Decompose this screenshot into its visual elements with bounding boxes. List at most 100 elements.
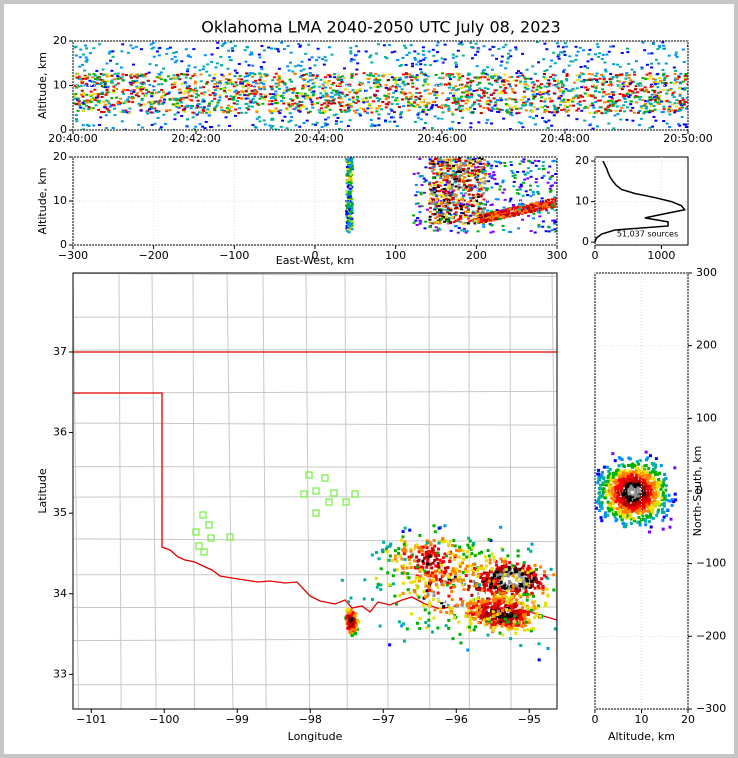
density-cell bbox=[454, 219, 458, 222]
density-cell bbox=[594, 87, 598, 90]
density-cell bbox=[321, 87, 325, 90]
density-cell bbox=[246, 94, 250, 97]
density-cell bbox=[263, 123, 267, 126]
density-cell bbox=[415, 74, 419, 77]
density-cell bbox=[183, 90, 187, 93]
density-cell bbox=[464, 192, 468, 195]
density-cell bbox=[227, 108, 231, 111]
density-cell bbox=[529, 77, 533, 80]
density-cell bbox=[526, 84, 530, 87]
density-cell bbox=[378, 104, 382, 107]
density-cell bbox=[507, 83, 511, 86]
density-cell bbox=[479, 187, 483, 190]
density-cell bbox=[254, 126, 258, 129]
density-cell bbox=[488, 82, 492, 85]
density-cell bbox=[134, 94, 138, 97]
density-cell bbox=[664, 62, 668, 65]
density-cell bbox=[184, 105, 188, 108]
density-cell bbox=[553, 201, 557, 204]
density-cell bbox=[591, 73, 595, 76]
density-cell bbox=[683, 101, 687, 104]
density-cell bbox=[368, 56, 372, 59]
density-cell bbox=[337, 94, 341, 97]
density-cell bbox=[326, 104, 330, 107]
density-cell bbox=[564, 128, 568, 130]
density-cell bbox=[199, 86, 203, 89]
density-cell bbox=[575, 54, 579, 57]
density-cell bbox=[609, 96, 613, 99]
density-cell bbox=[423, 227, 427, 230]
density-cell bbox=[247, 108, 251, 111]
density-cell bbox=[94, 104, 98, 107]
density-cell bbox=[501, 191, 505, 194]
density-cell bbox=[535, 88, 539, 91]
density-cell bbox=[506, 80, 510, 83]
density-cell bbox=[487, 173, 491, 176]
density-cell bbox=[450, 176, 454, 179]
density-cell bbox=[427, 102, 431, 105]
density-cell bbox=[251, 75, 255, 78]
density-cell bbox=[510, 169, 514, 172]
density-cell bbox=[662, 88, 666, 91]
density-cell bbox=[204, 120, 208, 123]
density-cell bbox=[523, 211, 527, 214]
density-cell bbox=[625, 92, 629, 95]
density-cell bbox=[435, 211, 439, 214]
density-cell bbox=[348, 176, 352, 179]
density-cell bbox=[331, 89, 335, 92]
density-cell bbox=[185, 87, 189, 90]
density-cell bbox=[453, 92, 457, 95]
density-cell bbox=[327, 101, 331, 104]
density-cell bbox=[410, 79, 414, 82]
density-cell bbox=[604, 93, 608, 96]
density-cell bbox=[97, 101, 101, 104]
density-cell bbox=[440, 188, 444, 191]
density-cell bbox=[622, 96, 626, 99]
density-cell bbox=[396, 59, 400, 62]
density-cell bbox=[620, 84, 624, 87]
density-cell bbox=[459, 203, 463, 206]
density-cell bbox=[456, 108, 460, 111]
density-cell bbox=[646, 78, 650, 81]
density-cell bbox=[262, 61, 266, 64]
density-cell bbox=[93, 88, 97, 91]
density-cell bbox=[684, 76, 688, 79]
density-cell bbox=[122, 102, 126, 105]
density-cell bbox=[627, 62, 631, 65]
density-cell bbox=[168, 91, 172, 94]
density-cell bbox=[575, 109, 579, 112]
density-cell bbox=[354, 45, 358, 48]
density-cell bbox=[90, 85, 94, 88]
density-cell bbox=[541, 225, 545, 228]
density-cell bbox=[535, 177, 539, 180]
density-cell bbox=[532, 212, 536, 215]
density-cell bbox=[452, 94, 456, 97]
density-cell bbox=[519, 122, 523, 125]
density-cell bbox=[527, 206, 531, 209]
density-cell bbox=[442, 188, 446, 191]
density-cell bbox=[681, 106, 685, 109]
county-line bbox=[509, 273, 512, 709]
density-cell bbox=[645, 88, 649, 91]
density-cell bbox=[314, 123, 318, 126]
density-cell bbox=[352, 58, 356, 61]
density-cell bbox=[333, 102, 337, 105]
density-cell bbox=[350, 219, 354, 222]
density-cell bbox=[213, 89, 217, 92]
density-cell bbox=[665, 99, 669, 102]
density-cell bbox=[434, 96, 438, 99]
density-cell bbox=[323, 80, 327, 83]
density-cell bbox=[504, 98, 508, 101]
density-cell bbox=[394, 85, 398, 88]
density-cell bbox=[141, 75, 145, 78]
density-cell bbox=[176, 111, 180, 114]
density-cell bbox=[349, 179, 353, 182]
density-cell bbox=[467, 193, 471, 196]
density-cell bbox=[612, 91, 616, 94]
density-cell bbox=[137, 95, 141, 98]
density-cell bbox=[351, 89, 355, 92]
density-cell bbox=[525, 68, 529, 71]
density-cell bbox=[258, 88, 262, 91]
density-cell bbox=[486, 187, 490, 190]
density-cell bbox=[136, 74, 140, 77]
